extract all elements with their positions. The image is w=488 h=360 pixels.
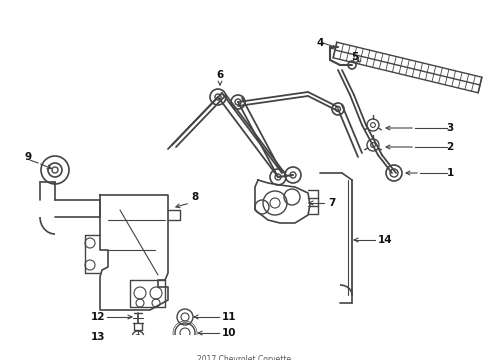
Text: 6: 6 [216, 70, 223, 80]
Text: 12: 12 [90, 312, 105, 322]
Text: 8: 8 [191, 192, 198, 202]
Text: 2017 Chevrolet Corvette
Wiper & Washer Components
Wiper Arm
Diagram for 22756328: 2017 Chevrolet Corvette Wiper & Washer C… [187, 355, 300, 360]
Text: 7: 7 [327, 198, 335, 208]
Text: 10: 10 [222, 328, 236, 338]
Text: 2: 2 [446, 142, 453, 152]
Text: 3: 3 [446, 123, 453, 133]
Text: 9: 9 [24, 152, 32, 162]
Text: 11: 11 [222, 312, 236, 322]
Text: 13: 13 [90, 332, 105, 342]
Text: 14: 14 [377, 235, 392, 245]
Text: 5: 5 [351, 52, 358, 62]
Text: 4: 4 [316, 38, 323, 48]
Text: 1: 1 [446, 168, 453, 178]
